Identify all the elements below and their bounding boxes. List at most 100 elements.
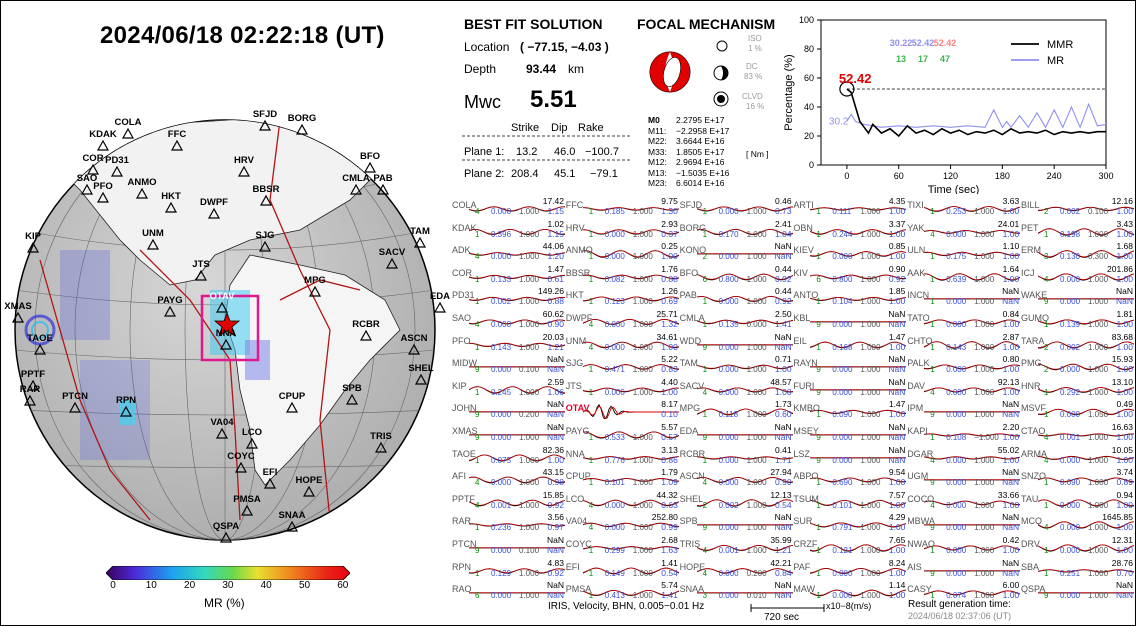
station-cor[interactable]: COR (82, 153, 104, 175)
waveform-cell-ais[interactable]: AIS NaN NaN 9 0.000 1.000 (904, 558, 1023, 579)
waveform-cell-cmla[interactable]: CMLA 2.50 1.41 1 0.135 0.000 (677, 309, 796, 330)
waveform-cell-payg[interactable]: PAYG 5.57 0.57 1 0.533 1.000 (563, 422, 682, 443)
waveform-cell-mbwa[interactable]: MBWA NaN NaN 9 0.000 1.000 (904, 512, 1023, 533)
waveform-cell-cola[interactable]: COLA 17.42 1.15 4 0.000 1.000 (449, 196, 568, 217)
waveform-cell-paf[interactable]: PAF 8.24 1.00 1 0.000 1.000 (790, 558, 909, 579)
station-otav[interactable]: OTAV (210, 291, 236, 313)
waveform-cell-taoe[interactable]: TAOE 82.36 1.00 1 0.075 1.000 (449, 445, 568, 466)
waveform-cell-tixi[interactable]: TIXI 3.63 1.00 1 0.253 1.000 (904, 196, 1023, 217)
waveform-cell-chto[interactable]: CHTO 2.87 1.00 1 0.143 1.000 (904, 332, 1023, 353)
waveform-cell-tato[interactable]: TATO 0.84 1.00 1 0.000 1.000 (904, 309, 1023, 330)
station-cola[interactable]: COLA (115, 117, 142, 139)
station-pmsa[interactable]: PMSA (233, 494, 261, 516)
station-lco[interactable]: LCO (242, 427, 262, 449)
station-sacv[interactable]: SACV (379, 247, 406, 269)
station-hrv[interactable]: HRV (234, 155, 255, 177)
waveform-cell-wdd[interactable]: WDD NaN NaN 9 0.000 1.000 (677, 332, 796, 353)
waveform-cell-snaa[interactable]: SNAA NaN NaN 3 0.000 0.010 (677, 580, 796, 601)
station-mpg[interactable]: MPG (304, 275, 326, 297)
station-sfjd[interactable]: SFJD (253, 109, 277, 131)
station-coyc[interactable]: COYC (227, 451, 255, 473)
station-cmla[interactable]: CMLA (342, 173, 370, 195)
waveform-cell-adk[interactable]: ADK 44.06 1.20 4 0.000 1.000 (449, 241, 568, 262)
waveform-cell-xmas[interactable]: XMAS NaN NaN 9 0.000 1.000 (449, 422, 568, 443)
station-cpup[interactable]: CPUP (279, 391, 306, 413)
waveform-cell-kdak[interactable]: KDAK 1.02 1.15 1 0.396 1.000 (449, 219, 568, 240)
station-taoe[interactable]: TAOE (27, 333, 53, 355)
waveform-cell-cpup[interactable]: CPUP 1.79 1.09 1 0.101 1.000 (563, 467, 682, 488)
waveform-cell-tam[interactable]: TAM 0.71 1.00 1 0.000 1.000 (677, 354, 796, 375)
waveform-cell-unm[interactable]: UNM 34.61 1.00 4 0.000 1.000 (563, 332, 682, 353)
waveform-cell-ipm[interactable]: IPM NaN NaN 9 0.000 1.000 (904, 399, 1023, 420)
station-ptcn[interactable]: PTCN (62, 391, 88, 413)
station-kdak[interactable]: KDAK (89, 129, 117, 151)
station-bbsr[interactable]: BBSR (253, 184, 280, 206)
waveform-cell-rpn[interactable]: RPN 4.83 0.92 1 0.129 1.000 (449, 558, 568, 579)
waveform-cell-borg[interactable]: BORG 2.41 1.04 1 0.170 1.000 (677, 219, 796, 240)
station-pfo[interactable]: PFO (93, 181, 113, 203)
station-ffc[interactable]: FFC (168, 129, 187, 151)
waveform-cell-sao[interactable]: SAO 60.62 0.90 4 0.000 1.000 (449, 309, 568, 330)
waveform-cell-sba[interactable]: SBA 28.76 0.70 1 0.251 1.000 (1018, 558, 1136, 579)
station-hkt[interactable]: HKT (161, 191, 181, 213)
waveform-cell-arma[interactable]: ARMA 10.05 1.00 4 0.000 1.000 (1018, 445, 1136, 466)
waveform-cell-furi[interactable]: FURI NaN NaN 9 0.000 1.000 (790, 377, 909, 398)
waveform-cell-cor[interactable]: COR 1.47 0.61 1 0.133 1.000 (449, 264, 568, 285)
waveform-cell-hrv[interactable]: HRV 2.93 0.37 1 0.000 1.000 (563, 219, 682, 240)
waveform-cell-ugm[interactable]: UGM NaN NaN 9 0.000 1.000 (904, 467, 1023, 488)
waveform-cell-palk[interactable]: PALK 0.80 1.00 1 0.000 1.000 (904, 354, 1023, 375)
waveform-cell-tara[interactable]: TARA 83.68 1.00 2 0.002 1.000 (1018, 332, 1136, 353)
waveform-cell-pmsa[interactable]: PMSA 5.74 1.41 1 0.413 1.000 (563, 580, 682, 601)
waveform-cell-qspa[interactable]: QSPA NaN NaN 9 0.000 1.000 (1018, 580, 1136, 601)
waveform-cell-aak[interactable]: AAK 1.64 1.00 1 0.639 1.000 (904, 264, 1023, 285)
station-spb[interactable]: SPB (342, 383, 362, 405)
waveform-cell-abpo[interactable]: ABPO 9.54 1.00 1 0.690 1.000 (790, 467, 909, 488)
waveform-cell-bfo[interactable]: BFO 0.44 0.92 6 0.800 1.000 (677, 264, 796, 285)
station-unm[interactable]: UNM (142, 228, 164, 250)
waveform-cell-jts[interactable]: JTS 4.40 1.00 1 0.000 1.000 (563, 377, 682, 398)
waveform-cell-shel[interactable]: SHEL 12.13 0.54 2 0.002 1.000 (677, 490, 796, 511)
mr-chart[interactable]: 0 20 40 60 80 100 0 60 120 180 240 300 Percentage (%… (778, 12, 1122, 194)
beachball-main[interactable] (648, 50, 692, 94)
waveform-cell-wake[interactable]: WAKE NaN NaN 9 0.000 1.000 (1018, 286, 1136, 307)
station-tris[interactable]: TRIS (370, 431, 392, 453)
waveform-cell-crzf[interactable]: CRZF 7.65 1.00 1 0.121 1.000 (790, 535, 909, 556)
station-eda[interactable]: EDA (430, 291, 450, 313)
station-kip[interactable]: KIP (25, 231, 42, 253)
waveform-cell-rar[interactable]: RAR 3.56 0.97 1 0.236 1.000 (449, 512, 568, 533)
waveform-cell-spb[interactable]: SPB NaN NaN 9 0.000 1.000 (677, 512, 796, 533)
waveform-cell-ascn[interactable]: ASCN 27.94 0.90 4 0.000 1.000 (677, 467, 796, 488)
waveform-cell-hkt[interactable]: HKT 1.26 0.69 1 0.123 1.000 (563, 286, 682, 307)
waveform-cell-kiev[interactable]: KIEV 0.85 1.00 1 0.000 1.000 (790, 241, 909, 262)
station-sjg[interactable]: SJG (255, 230, 275, 252)
station-hope[interactable]: HOPE (296, 475, 323, 497)
waveform-cell-otav[interactable]: OTAV 8.17 0.10 (563, 399, 682, 420)
waveform-cell-arti[interactable]: ARTI 4.35 1.00 1 0.111 1.000 (790, 196, 909, 217)
station-rcbr[interactable]: RCBR (352, 319, 380, 341)
waveform-cell-rao[interactable]: RAO NaN NaN 6 0.000 1.000 (449, 580, 568, 601)
waveform-cell-lco[interactable]: LCO 44.32 0.63 4 0.000 1.000 (563, 490, 682, 511)
waveform-cell-msvf[interactable]: MSVF 0.49 1.00 1 0.000 1.050 (1018, 399, 1136, 420)
waveform-cell-nwao[interactable]: NWAO 0.42 1.00 1 0.000 1.000 (904, 535, 1023, 556)
station-snaa[interactable]: SNAA (279, 510, 306, 532)
waveform-cell-msey[interactable]: MSEY NaN NaN 9 0.000 1.000 (790, 422, 909, 443)
waveform-cell-pab[interactable]: PAB 0.44 0.92 1 0.000 1.000 (677, 286, 796, 307)
waveform-cell-ctao[interactable]: CTAO 16.63 1.00 4 0.001 1.000 (1018, 422, 1136, 443)
waveform-cell-ffc[interactable]: FFC 9.75 1.30 1 0.185 1.000 (563, 196, 682, 217)
station-pd31[interactable]: PD31 (105, 155, 130, 177)
waveform-cell-eda[interactable]: EDA NaN NaN 9 0.000 1.000 (677, 422, 796, 443)
station-tam[interactable]: TAM (410, 226, 430, 248)
waveform-cell-kapi[interactable]: KAPI 2.20 1.00 1 0.108 −1.000 (904, 422, 1023, 443)
waveform-cell-nna[interactable]: NNA 3.13 0.86 1 0.776 1.000 (563, 445, 682, 466)
waveform-cell-dgar[interactable]: DGAR 55.02 1.00 4 0.000 1.000 (904, 445, 1023, 466)
waveform-cell-tau[interactable]: TAU 0.94 1.00 1 0.000 1.000 (1018, 490, 1136, 511)
waveform-cell-midw[interactable]: MIDW NaN NaN 9 0.000 0.100 (449, 354, 568, 375)
station-rpn[interactable]: RPN (116, 395, 136, 417)
waveform-cell-maw[interactable]: MAW 1.14 1.00 1 0.000 1.000 (790, 580, 909, 601)
station-sao[interactable]: SAO (77, 173, 98, 195)
waveform-cell-coyc[interactable]: COYC 2.68 1.63 1 0.299 1.000 (563, 535, 682, 556)
waveform-cell-sfjd[interactable]: SFJD 0.46 0.73 1 0.000 1.000 (677, 196, 796, 217)
waveform-cell-incn[interactable]: INCN NaN NaN 1 0.000 1.000 (904, 286, 1023, 307)
waveform-cell-rcbr[interactable]: RCBR 0.41 1.71 1 0.000 1.000 (677, 445, 796, 466)
waveform-cell-bbsr[interactable]: BBSR 1.76 0.88 1 0.082 1.000 (563, 264, 682, 285)
